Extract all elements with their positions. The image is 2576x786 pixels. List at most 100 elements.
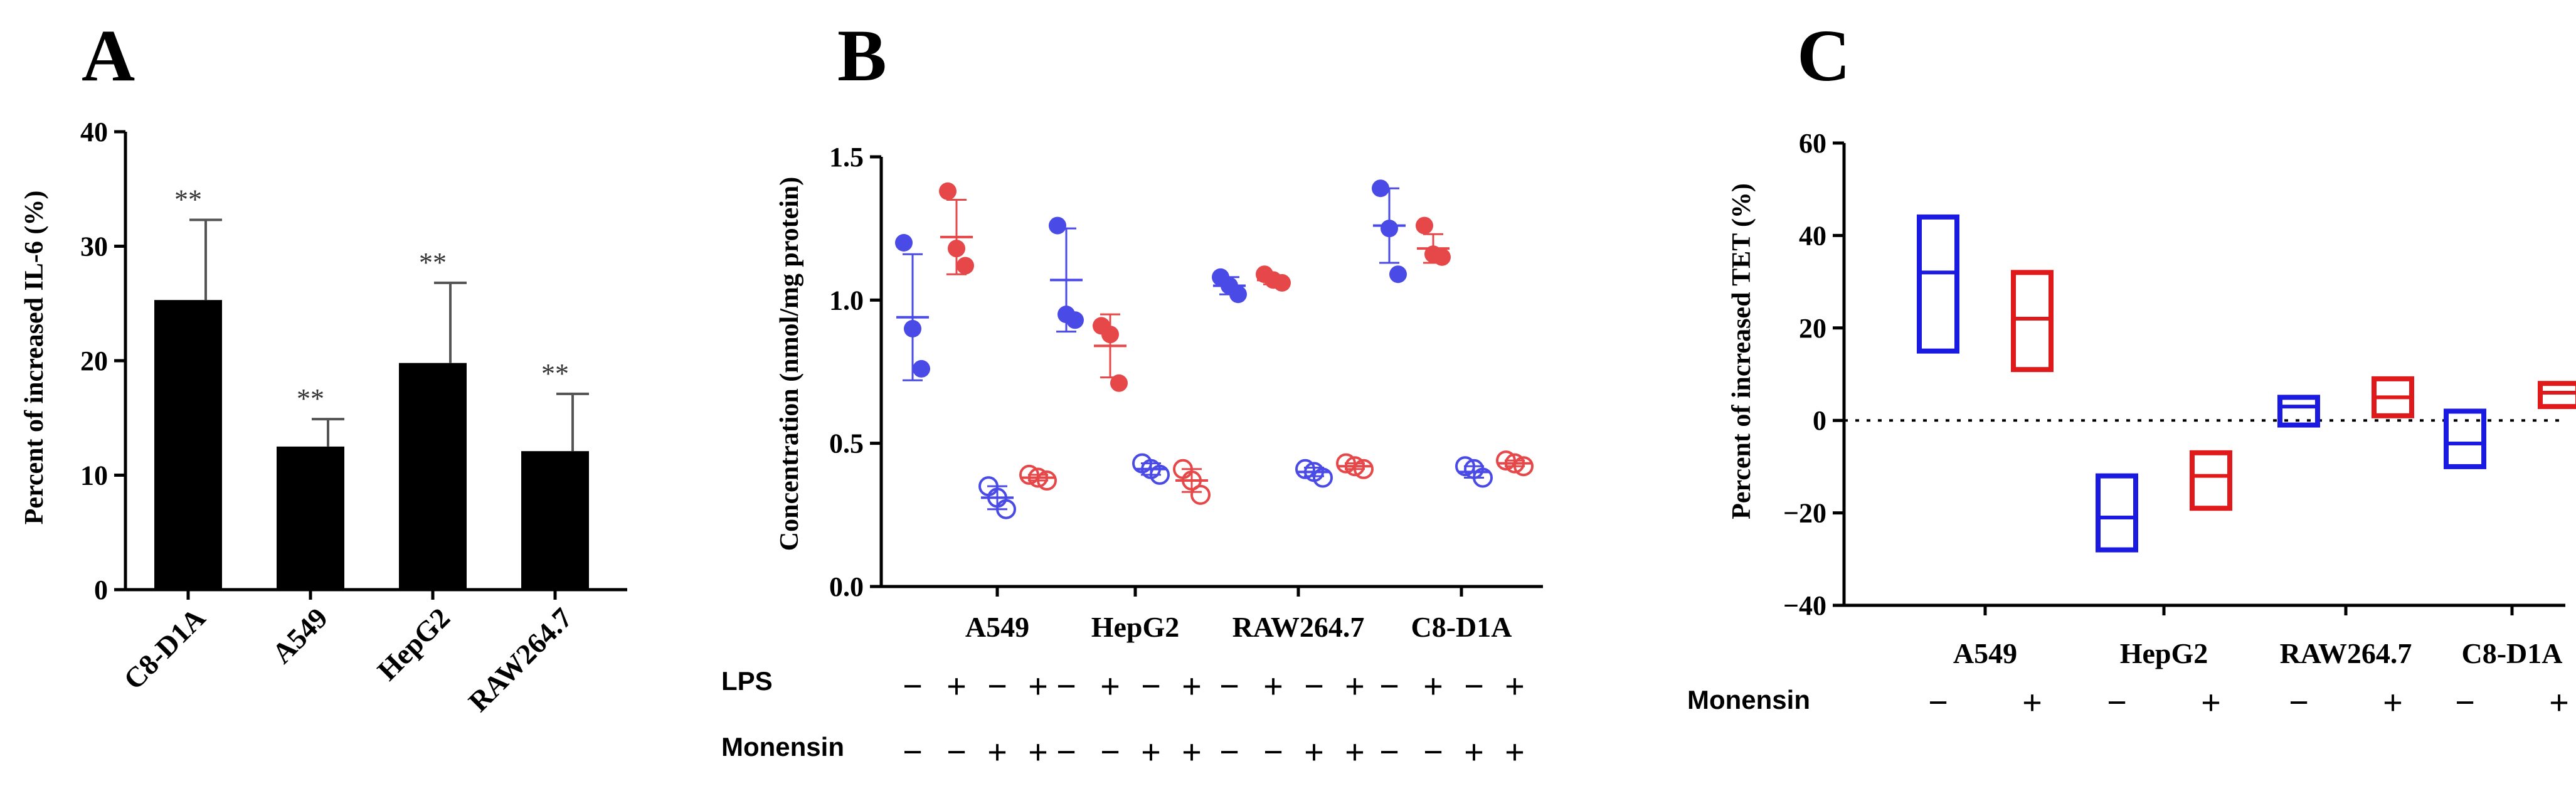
- panel-c-box: [2444, 408, 2486, 469]
- panel-c-box: [2096, 473, 2138, 553]
- panel-b-lps-sign: +: [1263, 667, 1283, 705]
- panel-a-significance-label: **: [297, 383, 324, 414]
- panel-c-box: [1917, 214, 1959, 354]
- panel-c-category-label: A549: [1953, 637, 2017, 669]
- panel-c-monensin-sign: +: [2549, 684, 2569, 721]
- panel-c-monensin-sign: −: [2107, 684, 2127, 721]
- panel-b-data-point: [1416, 216, 1433, 235]
- panel-c-y-tick-label: 0: [1813, 405, 1826, 436]
- panel-b-data-point: [939, 182, 957, 200]
- panel-b-lps-sign: −: [1056, 667, 1076, 705]
- panel-a-bar: [521, 451, 589, 590]
- panel-a-bar-chart: Percent of increased IL-6 (%) 0 10 20 30 40 *…: [20, 117, 627, 718]
- panel-b-data-point: [1336, 453, 1356, 474]
- panel-b-data-point: [1037, 470, 1057, 491]
- panel-b-lps-row-label: LPS: [721, 666, 773, 696]
- panel-c-letter: C: [1797, 14, 1850, 97]
- panel-b-category-label: RAW264.7: [1232, 611, 1365, 643]
- panel-b-data-point: [1295, 459, 1315, 479]
- panel-b-data-point: [1455, 456, 1475, 477]
- panel-b-data-point: [1182, 470, 1202, 491]
- panel-b-lps-sign: +: [1423, 667, 1443, 705]
- panel-c-y-tick-label: 60: [1799, 128, 1826, 159]
- panel-c-monensin-sign: −: [2455, 684, 2475, 721]
- panel-b-y-tick-label: 1.0: [829, 285, 864, 316]
- panel-b-lps-sign: −: [1464, 667, 1484, 705]
- panel-b-data-point: [1389, 265, 1407, 284]
- panel-b-data-point: [904, 320, 921, 337]
- panel-a-y-tick-label: 10: [80, 460, 108, 491]
- panel-a-bar: [154, 300, 222, 590]
- panel-b-data-point: [1433, 248, 1451, 266]
- panel-b-data-point: [1019, 464, 1039, 485]
- panel-b-scatter-chart: Concentration (nmol/mg protein) LPS Mone…: [721, 142, 1543, 771]
- panel-a-significance-label: **: [174, 184, 202, 215]
- panel-a-category-label: RAW264.7: [462, 602, 578, 718]
- panel-a-bar: [399, 363, 467, 590]
- panel-b-lps-sign: +: [1182, 667, 1202, 705]
- panel-b-monensin-sign: −: [1100, 733, 1120, 771]
- panel-b-lps-sign: +: [1100, 667, 1120, 705]
- panel-a-significance-label: **: [541, 358, 569, 389]
- panel-b-monensin-sign: −: [903, 733, 923, 771]
- panel-b-lps-sign: +: [1345, 667, 1365, 705]
- panel-b-monensin-sign: +: [1304, 733, 1324, 771]
- panel-b-monensin-sign: −: [1379, 733, 1399, 771]
- panel-b-lps-sign: −: [987, 667, 1007, 705]
- panel-b-lps-sign: +: [946, 667, 967, 705]
- panel-a-y-tick-label: 20: [80, 346, 108, 376]
- panel-b-data-point: [1229, 285, 1247, 304]
- panel-c-category-label: RAW264.7: [2280, 637, 2412, 669]
- panel-b-lps-sign: +: [1028, 667, 1048, 705]
- panel-c-y-axis-label: Percent of increased TET (%): [1727, 183, 1756, 519]
- panel-c-monensin-sign: −: [2289, 684, 2309, 721]
- panel-b-lps-sign: +: [1505, 667, 1525, 705]
- panel-c-y-tick-label: 40: [1799, 220, 1826, 251]
- panel-c-box: [2190, 450, 2232, 511]
- panel-c-monensin-sign: +: [2201, 684, 2221, 721]
- panel-b-category-label: HepG2: [1091, 611, 1180, 643]
- panel-b-monensin-sign: +: [1028, 733, 1048, 771]
- panel-b-data-point: [1028, 467, 1048, 488]
- panel-a-y-tick-label: 0: [94, 575, 108, 605]
- panel-b-data-point: [1190, 484, 1211, 505]
- panel-b-data-point: [957, 257, 974, 275]
- panel-b-data-point: [1372, 179, 1389, 198]
- panel-b-lps-sign: −: [1304, 667, 1324, 705]
- panel-a-y-axis-label: Percent of increased IL-6 (%): [20, 191, 49, 525]
- panel-b-data-point: [948, 240, 965, 258]
- panel-b-y-tick-label: 0.0: [829, 571, 864, 602]
- panel-c-monensin-sign: −: [1928, 684, 1948, 721]
- panel-b-lps-sign: −: [1219, 667, 1239, 705]
- panel-c-category-label: HepG2: [2120, 637, 2208, 669]
- panel-a-category-label: C8-D1A: [117, 602, 211, 696]
- panel-b-lps-sign: −: [1141, 667, 1161, 705]
- panel-b-data-point: [1049, 216, 1066, 235]
- panel-b-data-point: [1505, 453, 1525, 474]
- panel-b-data-point: [996, 499, 1016, 519]
- panel-b-monensin-sign: +: [1141, 733, 1161, 771]
- panel-b-monensin-sign: −: [1219, 733, 1239, 771]
- panel-a-letter: A: [82, 14, 135, 97]
- panel-b-category-label: A549: [965, 611, 1029, 643]
- panel-b-lps-sign: −: [903, 667, 923, 705]
- panel-b-y-tick-label: 0.5: [829, 428, 864, 459]
- panel-b-data-point: [1273, 274, 1291, 292]
- panel-b-monensin-sign: +: [1182, 733, 1202, 771]
- panel-b-monensin-sign: +: [1464, 733, 1484, 771]
- panel-b-y-axis-label: Concentration (nmol/mg protein): [775, 177, 804, 551]
- panel-c-y-tick-label: −20: [1783, 498, 1826, 529]
- panel-b-monensin-sign: +: [1505, 733, 1525, 771]
- panel-b-monensin-sign: −: [1056, 733, 1076, 771]
- panel-b-data-point: [1345, 456, 1365, 477]
- panel-a-bar: [277, 446, 344, 590]
- panel-b-monensin-sign: +: [987, 733, 1007, 771]
- panel-c-y-tick-label: 20: [1799, 313, 1826, 344]
- panel-b-monensin-sign: −: [1263, 733, 1283, 771]
- panel-c-box: [2011, 270, 2054, 373]
- panel-b-monensin-sign: −: [1423, 733, 1443, 771]
- panel-c-box: [2538, 381, 2576, 410]
- panel-c-monensin-sign: +: [2383, 684, 2403, 721]
- panel-c-monensin-row-label: Monensin: [1687, 685, 1810, 714]
